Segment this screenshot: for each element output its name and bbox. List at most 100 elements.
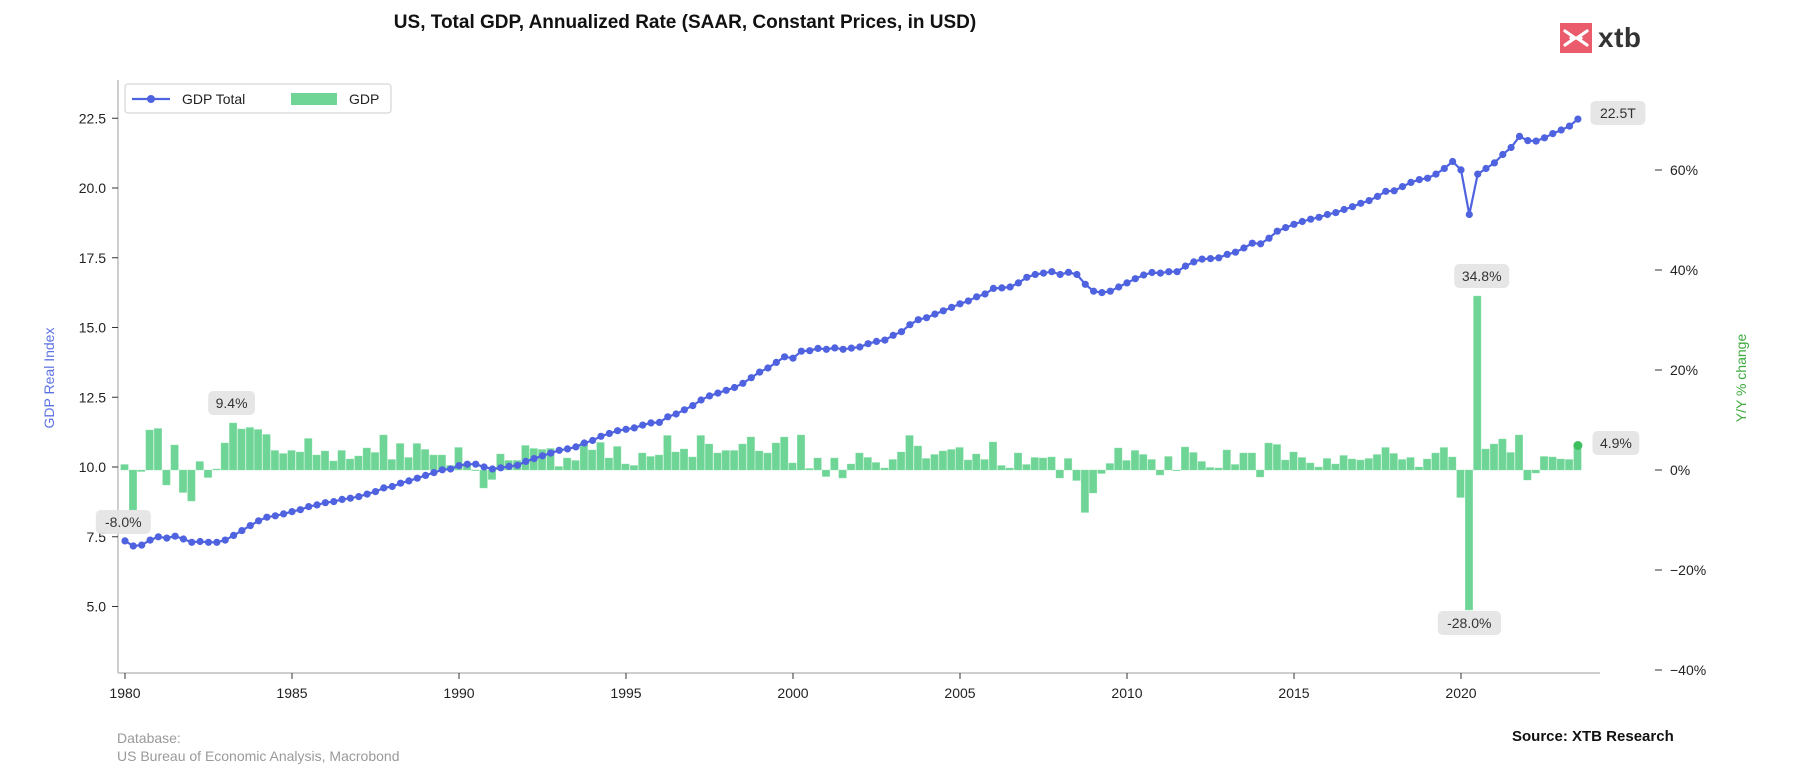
- gdp-total-point: [1106, 287, 1114, 295]
- gdp-total-point: [563, 445, 572, 453]
- annotation-bg: [1437, 611, 1501, 635]
- legend-label-gdp-total: GDP Total: [182, 91, 245, 107]
- gdp-total-point: [789, 354, 797, 362]
- gdp-total-point: [964, 297, 972, 305]
- bar-gdp-yoy: [980, 459, 989, 471]
- gdp-total-point: [764, 364, 772, 372]
- bar-gdp-yoy: [1114, 447, 1123, 471]
- bar-gdp-yoy: [880, 467, 889, 471]
- gdp-total-point: [346, 494, 354, 502]
- legend-box: [124, 83, 392, 114]
- bar-gdp-yoy: [730, 450, 739, 471]
- gdp-total-point: [948, 303, 956, 311]
- gdp-total-point: [1490, 159, 1498, 167]
- gdp-total-point: [522, 457, 530, 465]
- bar-gdp-yoy: [1105, 463, 1114, 471]
- gdp-total-point: [672, 410, 680, 418]
- annotation-text: 22.5T: [1600, 105, 1636, 121]
- gdp-total-point: [380, 484, 388, 492]
- gdp-total-point: [998, 284, 1006, 292]
- x-tick-label: 2015: [1278, 685, 1309, 701]
- bar-gdp-yoy: [1080, 469, 1089, 513]
- gdp-total-point: [730, 383, 739, 392]
- gdp-total-point: [321, 499, 329, 507]
- gdp-total-point: [422, 471, 430, 479]
- bar-gdp-yoy: [145, 429, 154, 471]
- gdp-total-point: [1407, 178, 1415, 186]
- gdp-total-point: [906, 321, 914, 329]
- gdp-total-point: [1090, 287, 1098, 295]
- gdp-total-point: [1499, 150, 1507, 159]
- bar-gdp-yoy: [1256, 469, 1265, 478]
- gdp-total-point: [1014, 279, 1023, 287]
- gdp-total-point: [1056, 270, 1064, 279]
- bars-layer: [120, 295, 1583, 611]
- database-source: US Bureau of Economic Analysis, Macrobon…: [117, 748, 400, 764]
- bar-gdp-yoy: [947, 449, 956, 471]
- gdp-total-point: [797, 347, 806, 355]
- bar-gdp-yoy: [379, 434, 388, 471]
- bar-gdp-yoy: [1097, 469, 1106, 474]
- bar-gdp-yoy: [1130, 450, 1139, 471]
- bar-gdp-yoy: [546, 448, 555, 471]
- x-tick-label: 1985: [276, 685, 307, 701]
- gdp-total-point: [580, 439, 588, 447]
- gdp-total-point: [705, 392, 714, 400]
- gdp-total-point: [397, 479, 405, 487]
- y-right-tick-label: −40%: [1670, 662, 1706, 678]
- gdp-total-point: [555, 446, 563, 454]
- bar-gdp-yoy: [120, 464, 129, 471]
- bar-gdp-yoy: [746, 436, 755, 471]
- gdp-total-point: [363, 490, 371, 498]
- gdp-total-point: [296, 506, 304, 514]
- gdp-total-point: [1048, 268, 1056, 276]
- bar-gdp-yoy: [195, 461, 204, 471]
- gdp-total-point: [1081, 280, 1089, 288]
- bar-gdp-yoy: [153, 428, 162, 471]
- x-tick-label: 2000: [777, 685, 808, 701]
- gdp-total-point: [230, 531, 238, 540]
- gdp-total-point: [413, 474, 421, 482]
- gdp-total-point: [714, 389, 722, 397]
- bar-gdp-yoy: [1431, 452, 1440, 471]
- gdp-total-point: [697, 396, 705, 404]
- bar-gdp-yoy: [1322, 458, 1331, 471]
- bar-gdp-yoy: [429, 454, 438, 471]
- bar-gdp-yoy: [613, 446, 622, 471]
- gdp-total-point: [255, 517, 263, 525]
- bar-gdp-yoy: [738, 443, 747, 471]
- gdp-total-point: [1073, 270, 1081, 279]
- bar-gdp-yoy: [855, 452, 864, 471]
- gdp-total-point: [238, 527, 246, 535]
- footer-database: Database: US Bureau of Economic Analysis…: [117, 729, 399, 765]
- xtb-x-icon: [1560, 23, 1592, 53]
- gdp-total-point: [1173, 268, 1181, 276]
- gdp-total-point: [931, 310, 939, 318]
- annotations-layer: -8.0% 9.4% 34.8% -28.0% 4.9% 22.5T: [95, 101, 1646, 635]
- bar-gdp-yoy: [187, 469, 196, 502]
- bar-gdp-yoy: [1272, 444, 1281, 471]
- gdp-total-point: [1165, 268, 1173, 276]
- annotation-bg: [1592, 431, 1640, 455]
- bar-gdp-yoy: [1264, 442, 1273, 471]
- bar-gdp-yoy: [1439, 447, 1448, 471]
- gdp-total-point: [154, 533, 162, 541]
- bar-gdp-yoy: [989, 441, 997, 471]
- data-label-annotation: 34.8%: [1454, 264, 1510, 288]
- bar-gdp-yoy: [1189, 452, 1198, 471]
- x-tick-label: 1990: [443, 685, 474, 701]
- gdp-total-point: [1432, 170, 1440, 178]
- gdp-total-point: [163, 534, 171, 542]
- data-label-annotation: 22.5T: [1590, 101, 1646, 125]
- bar-gdp-yoy: [930, 454, 939, 471]
- gdp-total-point: [1515, 132, 1524, 140]
- data-label-annotation: -28.0%: [1437, 611, 1501, 635]
- annotation-text: -28.0%: [1447, 615, 1491, 631]
- source-label: Source: XTB Research: [1512, 728, 1674, 745]
- gdp-total-point: [1006, 283, 1014, 291]
- bar-gdp-yoy: [705, 443, 713, 471]
- bar-gdp-yoy: [1055, 469, 1064, 479]
- gdp-total-point: [371, 488, 380, 496]
- gdp-total-point: [196, 537, 204, 546]
